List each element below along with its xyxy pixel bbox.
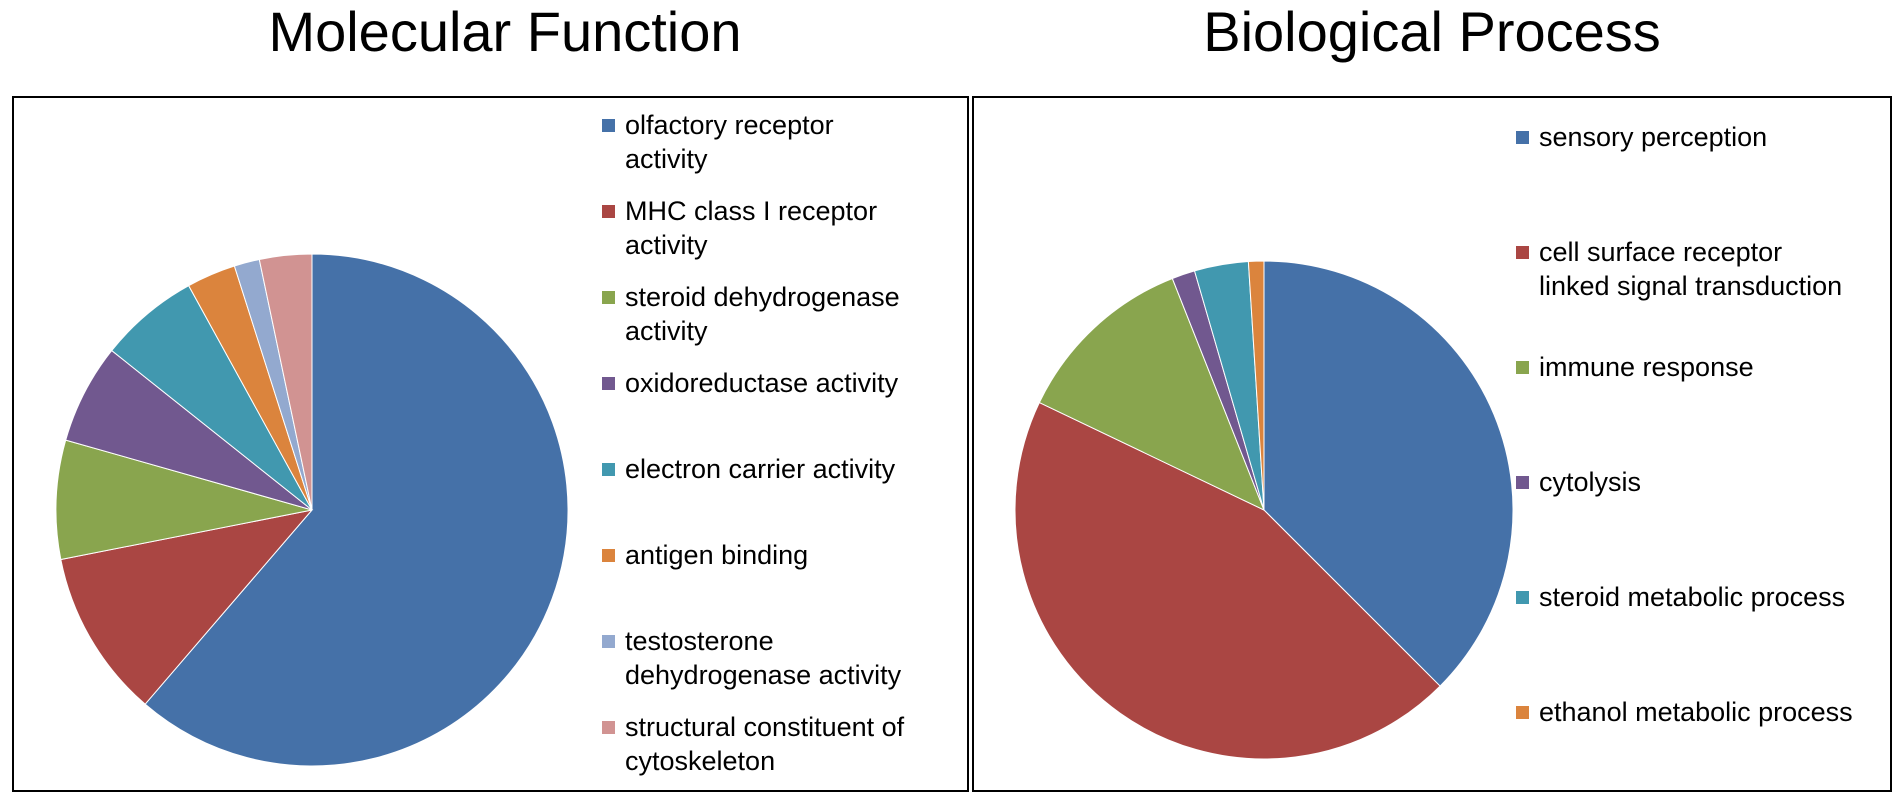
legend-swatch — [602, 463, 615, 476]
chart-title-biological-process: Biological Process — [1203, 0, 1661, 63]
legend-label: immune response — [1539, 352, 1754, 382]
legend-label: steroid dehydrogenase activity — [625, 282, 900, 346]
legend-swatch — [1516, 591, 1529, 604]
legend-label: steroid metabolic process — [1539, 582, 1846, 612]
legend-swatch — [602, 721, 615, 734]
legend-swatch — [602, 635, 615, 648]
legend-swatch — [602, 119, 615, 132]
legend-label: olfactory receptor activity — [625, 110, 834, 174]
biological-process-chart-frame — [972, 96, 1892, 792]
legend-swatch — [602, 549, 615, 562]
legend-swatch — [602, 377, 615, 390]
molecular-function-chart-frame — [12, 96, 969, 792]
legend-label: electron carrier activity — [625, 454, 896, 484]
legend-label: cell surface receptor linked signal trans… — [1539, 237, 1843, 301]
legend-label: ethanol metabolic process — [1539, 697, 1853, 727]
chart-title-molecular-function: Molecular Function — [268, 0, 742, 63]
legend-swatch — [1516, 361, 1529, 374]
legend-label: oxidoreductase activity — [625, 368, 899, 398]
legend-swatch — [1516, 476, 1529, 489]
legend-swatch — [1516, 131, 1529, 144]
legend-label: testosterone dehydrogenase activity — [625, 626, 902, 690]
legend-label: cytolysis — [1539, 467, 1642, 497]
legend-label: structural constituent of cytoskeleton — [625, 712, 905, 776]
legend-label: antigen binding — [625, 540, 809, 570]
legend-label: MHC class I receptor activity — [625, 196, 878, 260]
legend-swatch — [1516, 706, 1529, 719]
legend-label: sensory perception — [1539, 122, 1768, 152]
legend-swatch — [602, 291, 615, 304]
legend-swatch — [602, 205, 615, 218]
legend-swatch — [1516, 246, 1529, 259]
